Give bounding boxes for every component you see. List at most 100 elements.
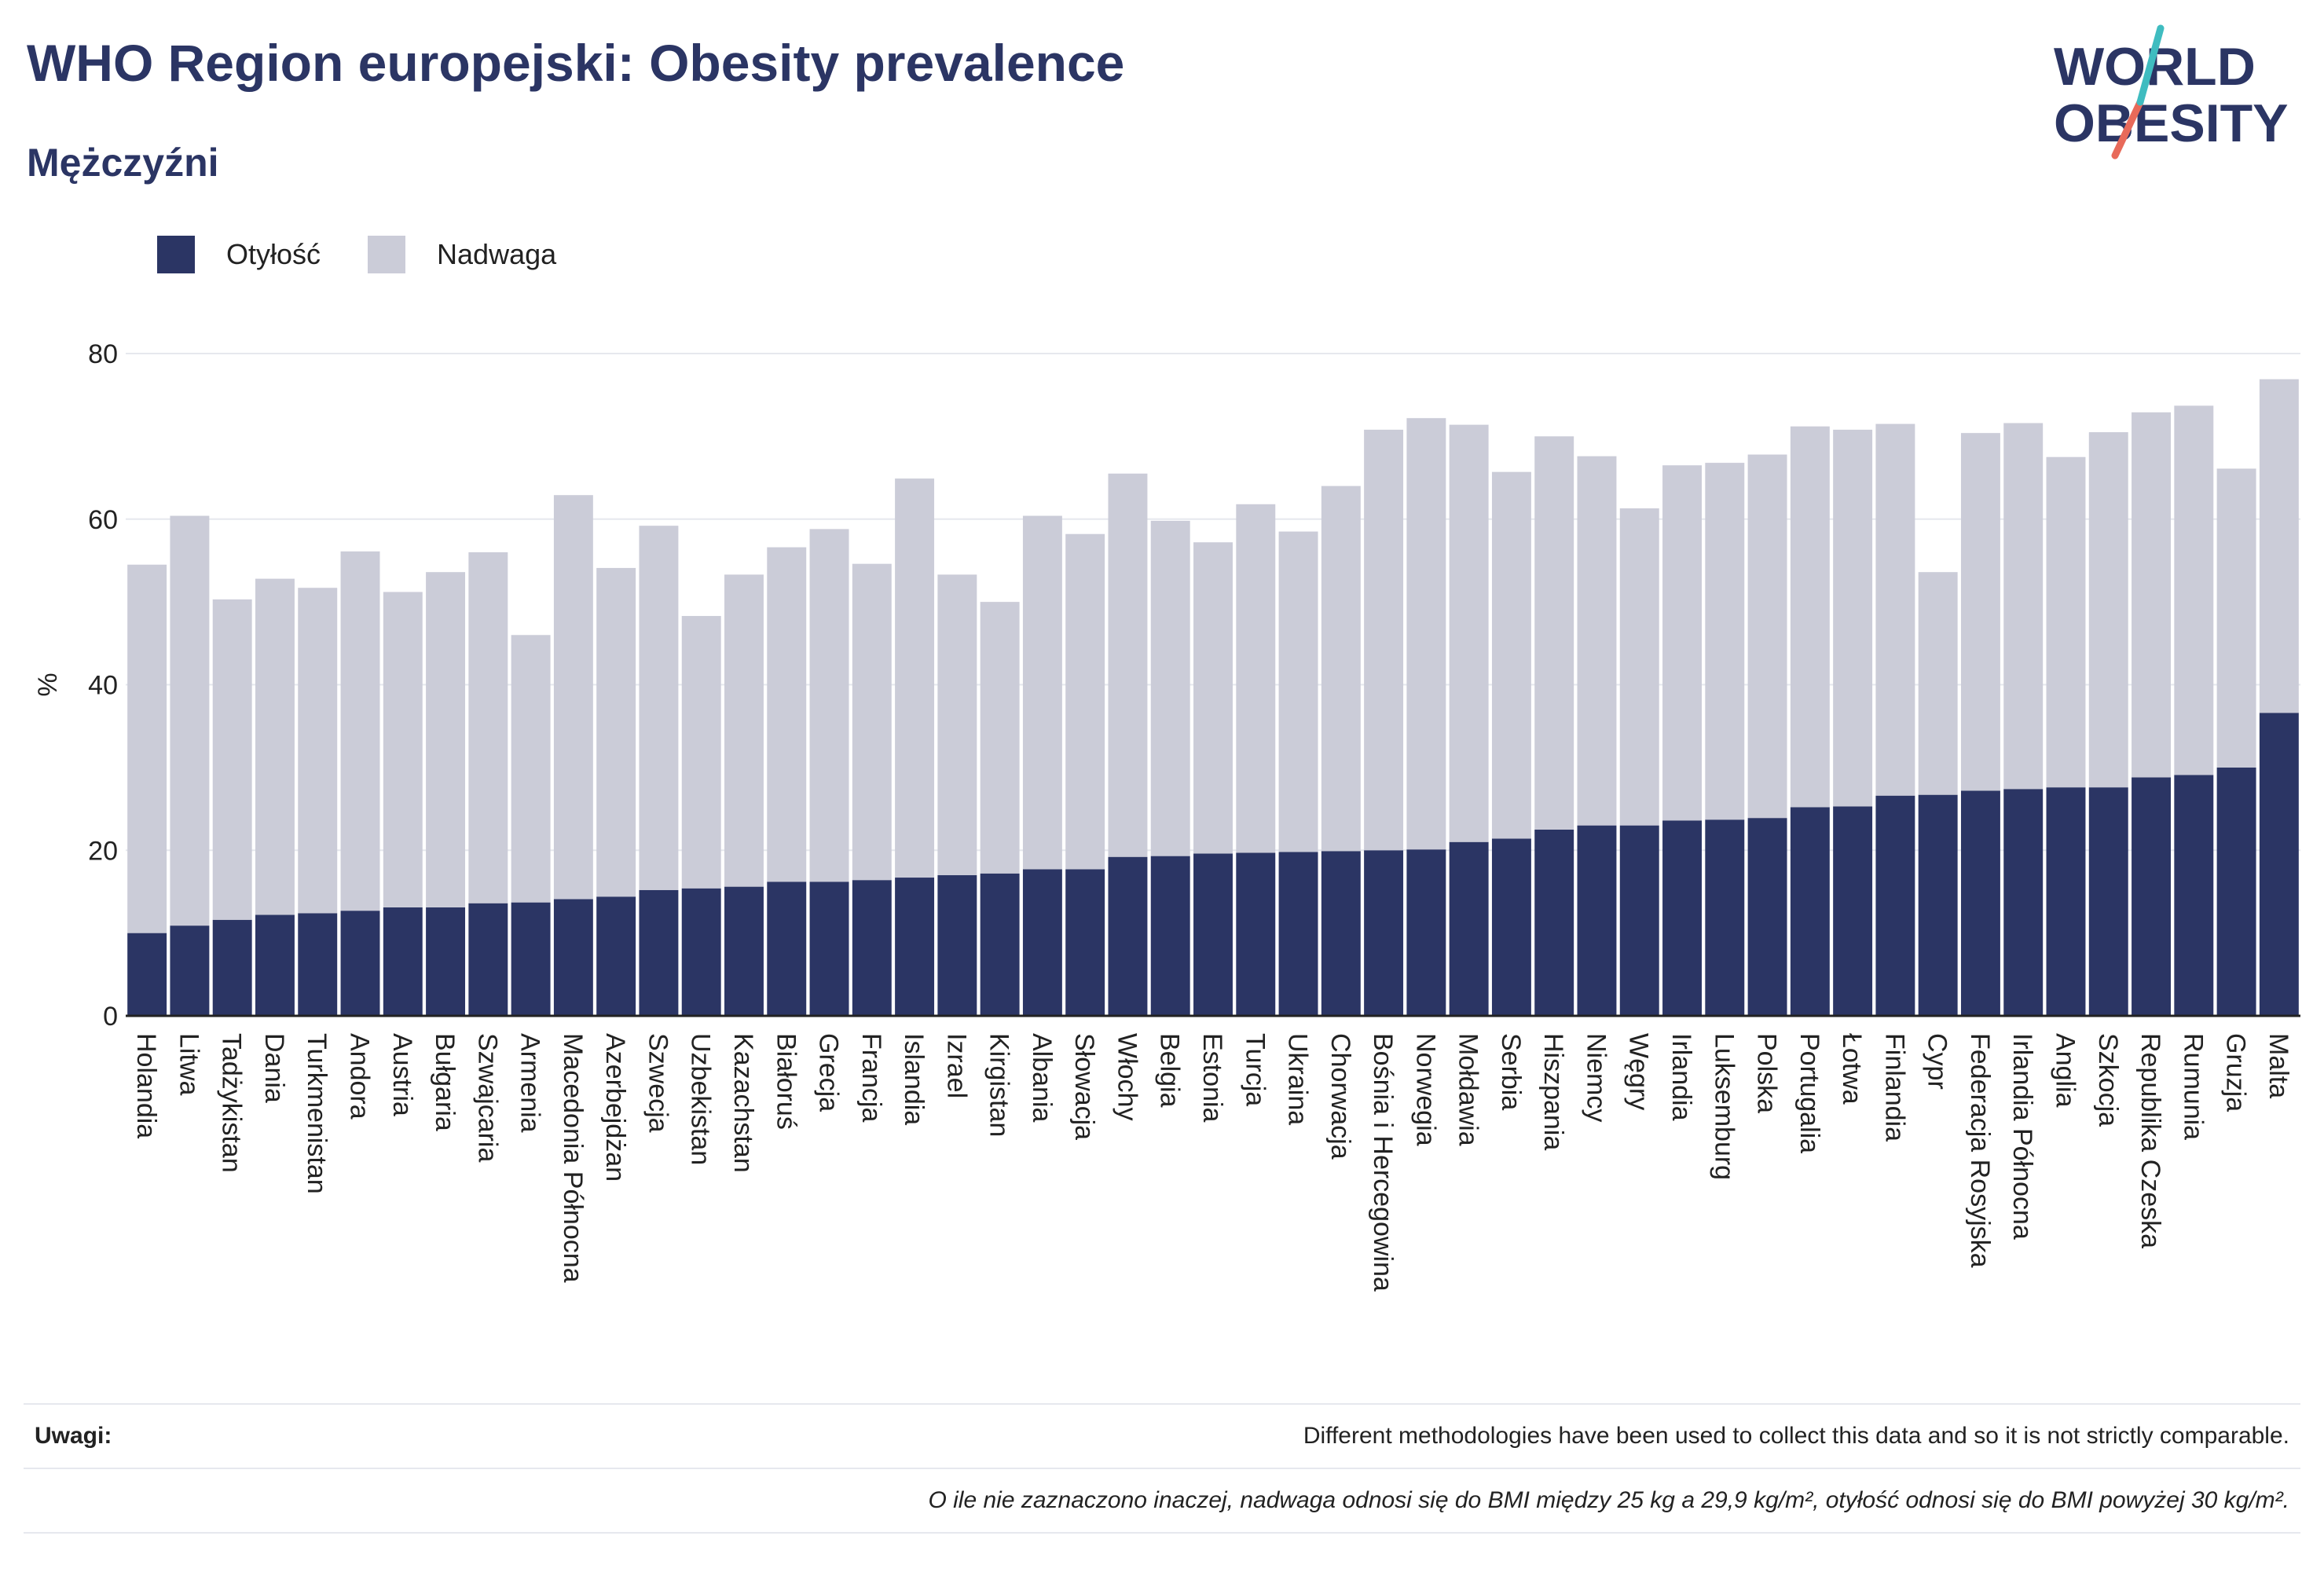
x-tick-label: Ukraina — [1283, 1033, 1313, 1125]
bar-obesity — [852, 880, 892, 1016]
bar-obesity — [1833, 806, 1873, 1016]
x-tick-label: Szwecja — [643, 1033, 673, 1133]
bar-obesity — [383, 907, 423, 1016]
bar-overweight — [1619, 508, 1659, 826]
bar-obesity — [1577, 825, 1617, 1016]
bar-overweight — [298, 588, 338, 914]
bar-obesity — [1406, 849, 1446, 1016]
bar-overweight — [255, 578, 295, 915]
notes-row: Uwagi: Different methodologies have been… — [24, 1405, 2300, 1468]
bar-obesity — [1108, 856, 1148, 1016]
bar-overweight — [1022, 515, 1062, 870]
bar-overweight — [2132, 412, 2172, 778]
x-tick-label: Grecja — [814, 1033, 844, 1112]
bar-obesity — [553, 899, 593, 1016]
chart-title: WHO Region europejski: Obesity prevalenc… — [27, 34, 1125, 92]
bar-overweight — [1577, 456, 1617, 826]
bar-overweight — [1449, 424, 1489, 842]
bar-overweight — [852, 563, 892, 881]
x-tick-label: Portugalia — [1794, 1033, 1824, 1153]
bar-obesity — [1491, 838, 1531, 1016]
logo-slash-teal-icon — [2136, 24, 2165, 106]
x-tick-label: Łotwa — [1837, 1033, 1867, 1105]
bar-obesity — [212, 919, 252, 1016]
bar-overweight — [937, 574, 977, 875]
bar-obesity — [724, 886, 764, 1016]
divider — [24, 1468, 2300, 1469]
x-tick-label: Federacja Rosyjska — [1965, 1033, 1995, 1268]
x-tick-label: Mołdawia — [1453, 1033, 1483, 1146]
bar-obesity — [1150, 856, 1190, 1016]
x-tick-label: Irlandia Północna — [2007, 1033, 2037, 1240]
bar-overweight — [1747, 454, 1787, 819]
x-tick-label: Hiszpania — [1538, 1033, 1568, 1150]
bar-overweight — [1321, 486, 1361, 852]
bar-obesity — [1619, 825, 1659, 1016]
bar-obesity — [1705, 819, 1745, 1016]
bar-overweight — [1534, 436, 1574, 830]
y-axis-label: % — [33, 673, 63, 696]
chart-legend: Otyłość Nadwaga — [157, 236, 603, 273]
x-tick-label: Armenia — [515, 1033, 545, 1133]
x-tick-label: Andora — [345, 1033, 375, 1120]
x-tick-label: Norwegia — [1410, 1033, 1440, 1146]
bar-overweight — [2259, 379, 2299, 713]
bar-obesity — [1065, 869, 1105, 1016]
bar-obesity — [1747, 818, 1787, 1016]
x-tick-label: Malta — [2264, 1033, 2293, 1098]
notes-section: Uwagi: Different methodologies have been… — [24, 1403, 2300, 1534]
bar-obesity — [767, 881, 807, 1016]
x-tick-label: Luksemburg — [1709, 1033, 1739, 1180]
bar-obesity — [2259, 713, 2299, 1016]
x-tick-label: Cypr — [1923, 1033, 1952, 1090]
y-tick-label: 80 — [88, 339, 118, 369]
x-tick-label: Kazachstan — [728, 1033, 758, 1173]
bar-obesity — [1875, 795, 1915, 1016]
bar-obesity — [2003, 789, 2044, 1016]
bar-obesity — [170, 925, 210, 1016]
bar-obesity — [2088, 787, 2128, 1016]
bar-obesity — [1918, 794, 1958, 1016]
bar-obesity — [340, 911, 380, 1016]
bar-obesity — [596, 896, 636, 1016]
bar-overweight — [895, 478, 935, 878]
y-tick-label: 0 — [103, 1002, 118, 1032]
bar-obesity — [468, 903, 508, 1016]
bar-overweight — [2046, 456, 2086, 788]
x-tick-label: Turkmenistan — [302, 1033, 332, 1194]
bar-overweight — [1918, 572, 1958, 795]
bar-overweight — [511, 635, 551, 903]
x-tick-label: Turcja — [1240, 1033, 1270, 1106]
bar-overweight — [1364, 429, 1404, 851]
footnote-text: O ile nie zaznaczono inaczej, nadwaga od… — [928, 1487, 2289, 1513]
bar-obesity — [1449, 841, 1489, 1016]
y-tick-label: 20 — [88, 836, 118, 866]
stacked-bar-chart: 0 20 40 60 80% Holandia Litwa Tadżykistan Dania T… — [33, 339, 2300, 1292]
divider — [24, 1532, 2300, 1534]
x-tick-label: Austria — [387, 1033, 417, 1116]
x-tick-label: Dania — [259, 1033, 289, 1103]
x-tick-label: Niemcy — [1581, 1033, 1611, 1122]
x-tick-label: Macedonia Północna — [558, 1033, 588, 1283]
bar-obesity — [426, 907, 466, 1016]
bar-overweight — [2216, 468, 2256, 768]
bar-overweight — [340, 551, 380, 911]
bar-overweight — [980, 602, 1020, 874]
bar-overweight — [1790, 426, 1830, 808]
x-tick-label: Islandia — [899, 1033, 929, 1125]
y-tick-label: 40 — [88, 671, 118, 701]
bar-obesity — [298, 913, 338, 1016]
bar-overweight — [1960, 433, 2000, 791]
bar-overweight — [1065, 533, 1105, 870]
bar-overweight — [724, 574, 764, 887]
x-tick-label: Bośnia i Hercegowina — [1368, 1033, 1398, 1292]
x-tick-label: Rumunia — [2178, 1033, 2208, 1140]
bar-obesity — [1662, 820, 1702, 1016]
notes-label: Uwagi: — [35, 1423, 112, 1449]
chart-subtitle: Mężczyźni — [27, 141, 219, 185]
bar-overweight — [767, 547, 807, 882]
logo-slash-coral-icon — [2111, 98, 2144, 159]
legend-label-obesity: Otyłość — [226, 238, 321, 270]
bar-obesity — [937, 874, 977, 1016]
legend-swatch-obesity — [157, 236, 195, 273]
